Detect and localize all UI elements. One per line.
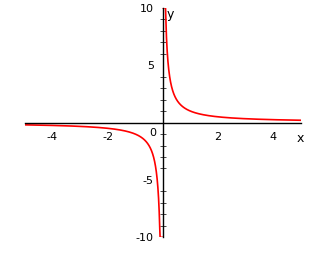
Text: y: y bbox=[167, 8, 174, 21]
Text: 0: 0 bbox=[149, 128, 156, 138]
Text: x: x bbox=[297, 132, 304, 145]
